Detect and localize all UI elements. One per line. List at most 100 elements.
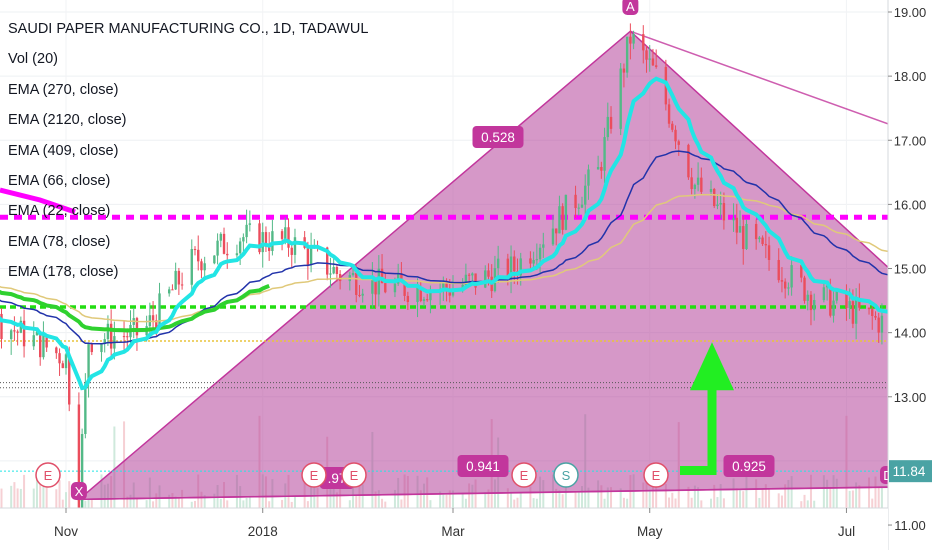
candle-body [651, 58, 655, 66]
candle-body [538, 247, 542, 260]
indicator-ema-409[interactable]: EMA (409, close) [8, 142, 119, 159]
ema-yellow-line [0, 193, 932, 323]
x-tick-label: 2018 [248, 524, 278, 539]
volume-bar [174, 496, 177, 508]
volume-bar [610, 487, 613, 508]
candle-body [487, 270, 490, 277]
candle-body [603, 137, 606, 171]
candle-body [561, 206, 564, 230]
candle-body [422, 299, 426, 301]
candle-body [374, 277, 377, 295]
volume-bar [506, 488, 509, 508]
target-arrow[interactable] [680, 342, 734, 476]
marker-circle [511, 462, 537, 488]
candle-body [284, 227, 287, 239]
arrow-head [690, 342, 734, 391]
volume-bar [19, 488, 22, 508]
candle-body [845, 290, 848, 308]
candle-body [80, 434, 84, 509]
volume-bar [419, 490, 422, 508]
volume-bar [23, 474, 26, 508]
indicator-ema-2120[interactable]: EMA (2120, close) [8, 112, 127, 129]
volume-bar [755, 479, 758, 508]
candle-body [306, 247, 310, 266]
candle-body [667, 104, 671, 124]
candle-body [600, 167, 603, 171]
volume-bar [471, 484, 474, 508]
candle-body [764, 244, 768, 246]
label-text: X [75, 484, 84, 499]
candle-body [738, 226, 742, 233]
ratio-text: 0.925 [732, 459, 766, 474]
volume-bar [716, 497, 719, 508]
pattern-leg-XD [78, 485, 932, 501]
candle-body [377, 268, 381, 295]
volume-bar [84, 500, 87, 508]
y-axis-panel [888, 0, 932, 550]
candle-body [103, 339, 106, 344]
volume-bar [868, 477, 871, 508]
volume-bar [16, 488, 19, 508]
volume-bar [535, 498, 538, 508]
candle-body [822, 287, 826, 301]
candle-body [609, 116, 613, 129]
candle-body [197, 249, 200, 262]
label-bg [622, 0, 639, 15]
volume-bar [190, 501, 193, 508]
volume-bar [800, 501, 803, 508]
candle-body [800, 265, 803, 278]
volume-bar [655, 486, 658, 508]
volume-bar [335, 492, 338, 508]
candle-body [190, 249, 193, 285]
volume-bar [719, 484, 722, 508]
candle-body [513, 256, 516, 272]
marker-circle [35, 462, 61, 488]
candle-body [64, 354, 68, 369]
y-tick-label: 17.00 [894, 133, 927, 148]
candle-body [22, 320, 26, 347]
candle-body [858, 298, 861, 308]
indicator-vol[interactable]: Vol (20) [8, 51, 58, 68]
volume-bar [226, 500, 229, 508]
candle-body [261, 232, 264, 253]
volume-bar [587, 487, 590, 508]
marker-circle [553, 462, 579, 488]
candle-body [238, 241, 242, 254]
y-tick-label: 15.00 [894, 262, 927, 277]
candle-body [622, 68, 626, 73]
earnings-marker: E [35, 462, 61, 488]
candle-body [400, 273, 403, 282]
volume-bar [242, 500, 245, 508]
ema-cyan-line [0, 76, 932, 391]
indicator-ema-66[interactable]: EMA (66, close) [8, 173, 111, 190]
volume-bar [822, 475, 825, 508]
volume-bar [674, 498, 677, 508]
candle-body [245, 224, 248, 238]
arrow-shaft [680, 387, 717, 476]
candle-body [851, 301, 855, 324]
candle-body [9, 330, 13, 340]
indicator-ema-78[interactable]: EMA (78, close) [8, 233, 111, 250]
candle-body [654, 65, 658, 67]
last-price-badge [889, 460, 932, 483]
volume-bar [542, 480, 545, 508]
candle-body [625, 36, 629, 73]
indicator-ema-270[interactable]: EMA (270, close) [8, 81, 119, 98]
candle-body [732, 217, 735, 221]
candle-body [877, 317, 880, 333]
y-tick-label: 19.00 [894, 5, 927, 20]
volume-bar [194, 500, 196, 508]
volume-bar [645, 477, 648, 508]
volume-bar [487, 489, 490, 508]
volume-bar [45, 477, 48, 508]
volume-bar [626, 498, 629, 508]
candle-body [867, 307, 871, 310]
volume-bar [58, 480, 61, 508]
volume-bar [516, 497, 519, 508]
indicator-ema-178[interactable]: EMA (178, close) [8, 264, 119, 281]
candle-body [874, 315, 877, 318]
candle-body [803, 277, 806, 301]
indicator-ema-22[interactable]: EMA (22, close) [8, 203, 111, 220]
